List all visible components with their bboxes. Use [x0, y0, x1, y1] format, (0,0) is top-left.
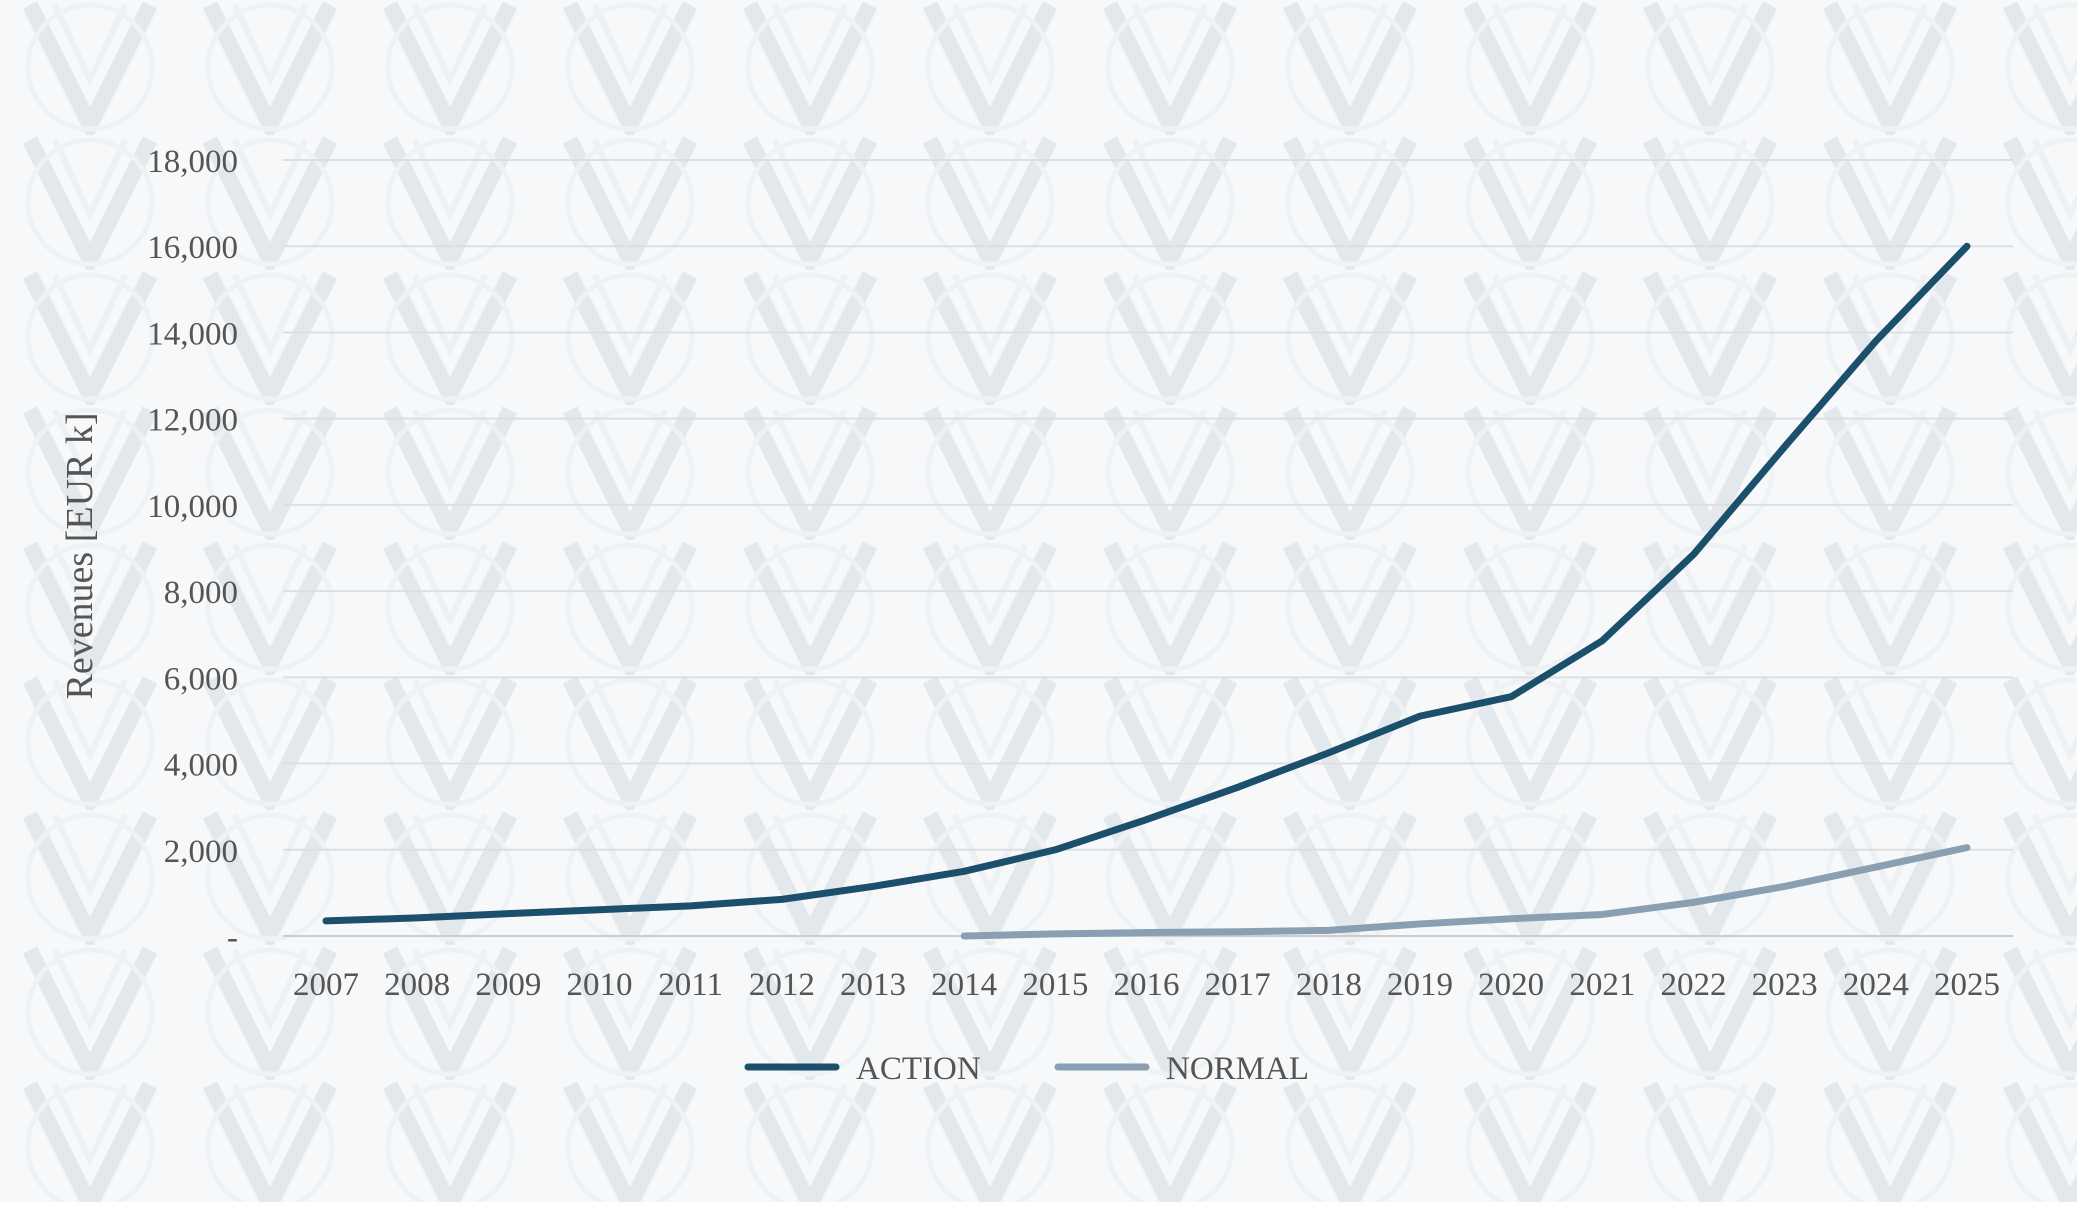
x-tick-label: 2022 — [1661, 967, 1727, 1003]
data-point-action — [506, 911, 511, 916]
data-point-normal — [1144, 930, 1149, 935]
data-point-action — [597, 907, 602, 912]
data-point-normal — [1509, 916, 1514, 921]
y-axis-ticks: - 2,000 4,000 6,000 8,000 10,000 12,000 14,000 1… — [147, 144, 238, 956]
x-tick-label: 2010 — [567, 967, 633, 1003]
x-tick-label: 2012 — [749, 967, 815, 1003]
data-point-action — [688, 903, 693, 908]
x-tick-label: 2021 — [1569, 967, 1635, 1003]
x-tick-label: 2017 — [1205, 967, 1271, 1003]
x-tick-label: 2008 — [384, 967, 450, 1003]
y-tick-label: 8,000 — [164, 575, 238, 611]
x-tick-label: 2007 — [293, 967, 359, 1003]
data-point-action — [324, 918, 328, 923]
y-tick-label: 6,000 — [164, 661, 238, 697]
y-tick-label: 14,000 — [147, 316, 238, 352]
data-point-normal — [1418, 921, 1422, 926]
data-point-normal — [962, 934, 967, 938]
x-tick-label: 2019 — [1387, 967, 1453, 1003]
series-lines — [322, 242, 1971, 940]
gridlines — [283, 159, 2013, 937]
data-point-action — [1600, 638, 1605, 643]
data-point-normal — [1326, 928, 1331, 933]
y-tick-label: 16,000 — [147, 230, 238, 266]
x-axis-ticks: 2007 2008 2009 2010 2011 2012 2013 2014 2015 2016… — [293, 967, 2000, 1003]
legend-label-normal: NORMAL — [1166, 1051, 1309, 1087]
x-tick-label: 2009 — [475, 967, 541, 1003]
data-point-action — [1691, 552, 1696, 557]
data-point-normal — [1053, 931, 1058, 936]
data-point-action — [1053, 847, 1058, 852]
x-tick-label: 2024 — [1843, 967, 1909, 1003]
legend: ACTION NORMAL — [744, 1051, 1309, 1087]
data-point-action — [1873, 339, 1878, 344]
x-tick-label: 2025 — [1934, 967, 2000, 1003]
y-tick-label: - — [227, 920, 238, 956]
data-point-action — [1144, 817, 1149, 822]
data-point-action — [1509, 694, 1514, 699]
x-tick-label: 2016 — [1114, 967, 1180, 1003]
y-tick-label: 10,000 — [147, 489, 238, 525]
data-point-normal — [1235, 929, 1240, 934]
data-point-action — [1326, 750, 1331, 755]
data-point-normal — [1965, 845, 1969, 850]
data-point-action — [871, 884, 875, 889]
data-point-action — [779, 897, 784, 902]
y-axis-label: Revenues [EUR k] — [59, 412, 101, 699]
y-tick-label: 4,000 — [164, 748, 238, 784]
legend-label-action: ACTION — [856, 1051, 981, 1087]
data-point-normal — [1873, 865, 1878, 870]
series-line-normal — [960, 844, 1971, 940]
data-point-action — [1965, 244, 1969, 249]
x-tick-label: 2011 — [658, 967, 723, 1003]
x-tick-label: 2013 — [840, 967, 906, 1003]
data-point-action — [415, 915, 420, 920]
data-point-action — [1418, 714, 1422, 719]
y-tick-label: 2,000 — [164, 834, 238, 870]
x-tick-label: 2020 — [1478, 967, 1544, 1003]
x-tick-label: 2014 — [931, 967, 997, 1003]
y-tick-label: 18,000 — [147, 144, 238, 180]
x-tick-label: 2018 — [1296, 967, 1362, 1003]
x-tick-label: 2015 — [1022, 967, 1088, 1003]
data-point-normal — [1600, 912, 1605, 917]
data-point-normal — [1782, 884, 1787, 889]
data-point-action — [962, 869, 967, 874]
data-point-normal — [1691, 900, 1696, 905]
data-point-action — [1782, 444, 1787, 449]
y-tick-label: 12,000 — [147, 403, 238, 439]
x-tick-label: 2023 — [1752, 967, 1818, 1003]
data-point-action — [1235, 785, 1240, 790]
